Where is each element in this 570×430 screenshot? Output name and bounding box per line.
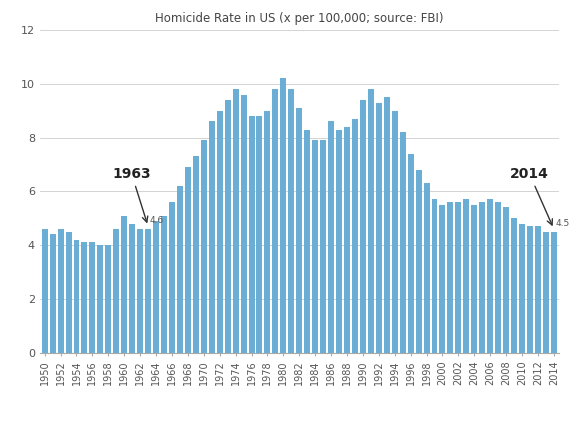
Text: 4.5: 4.5 (555, 218, 569, 227)
Bar (137, 229, 143, 353)
Bar (177, 186, 183, 353)
Bar (296, 108, 302, 353)
Bar (424, 183, 430, 353)
Bar (241, 95, 247, 353)
Bar (447, 202, 453, 353)
Bar (169, 202, 175, 353)
Bar (66, 232, 71, 353)
Bar (280, 78, 286, 353)
Bar (161, 215, 167, 353)
Bar (74, 240, 79, 353)
Bar (201, 140, 207, 353)
Bar (304, 129, 310, 353)
Bar (463, 200, 469, 353)
Bar (105, 245, 111, 353)
Bar (82, 243, 87, 353)
Bar (336, 129, 342, 353)
Bar (217, 111, 223, 353)
Bar (551, 232, 557, 353)
Bar (543, 232, 549, 353)
Bar (50, 234, 56, 353)
Bar (471, 205, 477, 353)
Bar (256, 116, 262, 353)
Bar (479, 202, 485, 353)
Bar (535, 226, 541, 353)
Bar (328, 121, 334, 353)
Bar (416, 170, 422, 353)
Bar (320, 140, 326, 353)
Bar (400, 132, 406, 353)
Bar (352, 119, 358, 353)
Text: 2014: 2014 (510, 167, 552, 225)
Bar (384, 97, 390, 353)
Bar (503, 207, 509, 353)
Bar (185, 167, 191, 353)
Title: Homicide Rate in US (x per 100,000; source: FBI): Homicide Rate in US (x per 100,000; sour… (155, 12, 443, 25)
Bar (89, 243, 95, 353)
Bar (487, 200, 493, 353)
Bar (113, 229, 119, 353)
Bar (145, 229, 151, 353)
Bar (431, 200, 438, 353)
Bar (58, 229, 64, 353)
Bar (439, 205, 445, 353)
Bar (264, 111, 270, 353)
Bar (455, 202, 461, 353)
Bar (209, 121, 215, 353)
Bar (121, 215, 127, 353)
Bar (511, 218, 517, 353)
Bar (312, 140, 318, 353)
Bar (97, 245, 103, 353)
Bar (129, 224, 135, 353)
Bar (408, 154, 414, 353)
Bar (272, 89, 278, 353)
Bar (360, 100, 366, 353)
Bar (519, 224, 525, 353)
Bar (495, 202, 501, 353)
Text: 4.6: 4.6 (150, 216, 164, 225)
Bar (376, 103, 382, 353)
Bar (288, 89, 294, 353)
Bar (233, 89, 239, 353)
Bar (392, 111, 398, 353)
Bar (344, 127, 350, 353)
Bar (153, 221, 159, 353)
Bar (368, 89, 374, 353)
Bar (225, 100, 231, 353)
Text: 1963: 1963 (112, 167, 151, 222)
Bar (193, 157, 199, 353)
Bar (42, 229, 48, 353)
Bar (249, 116, 254, 353)
Bar (527, 226, 533, 353)
